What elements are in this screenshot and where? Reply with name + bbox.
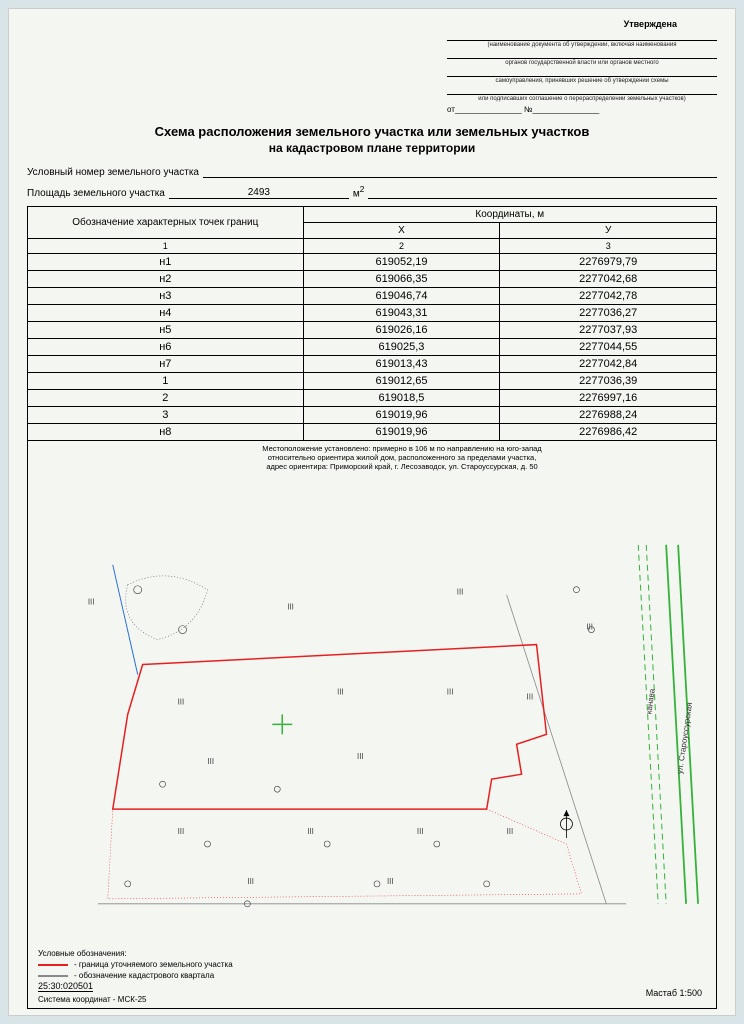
svg-text:III: III <box>447 688 454 697</box>
field-conditional-number: Условный номер земельного участка <box>27 166 717 178</box>
table-cell: 2276986,42 <box>500 424 717 441</box>
table-cell: н5 <box>28 322 304 339</box>
approval-cap4: или подписавших соглашение о перераспред… <box>447 96 717 102</box>
table-cell: 619066,35 <box>303 271 500 288</box>
legend-block: Условные обозначения: - граница уточняем… <box>38 949 233 980</box>
page-title: Схема расположения земельного участка ил… <box>27 124 717 139</box>
table-row: н8619019,962276986,42 <box>28 424 717 441</box>
table-cell: 2276997,16 <box>500 390 717 407</box>
approved-label: Утверждена <box>447 19 677 29</box>
svg-text:III: III <box>88 598 95 607</box>
svg-text:III: III <box>527 693 534 702</box>
table-row: 2619018,52276997,16 <box>28 390 717 407</box>
page-subtitle: на кадастровом плане территории <box>27 141 717 155</box>
table-cell: н1 <box>28 254 304 271</box>
table-cell: 619012,65 <box>303 373 500 390</box>
th-points: Обозначение характерных точек границ <box>28 207 304 239</box>
table-cell: 619018,5 <box>303 390 500 407</box>
th-coords: Координаты, м <box>303 207 716 223</box>
table-cell: н7 <box>28 356 304 373</box>
table-cell: н4 <box>28 305 304 322</box>
th-x: X <box>303 223 500 239</box>
compass-icon <box>560 810 572 838</box>
table-cell: 2277036,39 <box>500 373 717 390</box>
field-num-label: Условный номер земельного участка <box>27 167 199 178</box>
table-row: н1619052,192276979,79 <box>28 254 717 271</box>
svg-text:III: III <box>387 877 394 886</box>
table-cell: 2 <box>28 390 304 407</box>
table-cell: н3 <box>28 288 304 305</box>
area-unit: м2 <box>353 184 365 199</box>
approval-block: Утверждена (наименование документа об ут… <box>447 19 717 114</box>
th-sub3: 3 <box>500 239 717 254</box>
table-cell: н2 <box>28 271 304 288</box>
table-cell: 2277037,93 <box>500 322 717 339</box>
table-cell: 1 <box>28 373 304 390</box>
svg-text:III: III <box>178 698 185 707</box>
table-row: 1619012,652277036,39 <box>28 373 717 390</box>
table-cell: 2276988,24 <box>500 407 717 424</box>
legend-swatch-red <box>38 964 68 966</box>
approval-cap3: самоуправления, принявших решение об утв… <box>447 78 717 84</box>
approval-cap2: органов государственной власти или орган… <box>447 60 717 66</box>
th-sub2: 2 <box>303 239 500 254</box>
svg-text:III: III <box>307 827 314 836</box>
approval-cap1: (наименование документа об утверждении, … <box>447 42 717 48</box>
table-cell: 619046,74 <box>303 288 500 305</box>
map-svg: ул. Староуссурская канава <box>28 441 716 1008</box>
coordinates-table: Обозначение характерных точек границ Коо… <box>27 206 717 441</box>
table-cell: 619013,43 <box>303 356 500 373</box>
center-cross-icon <box>272 715 292 735</box>
table-cell: н6 <box>28 339 304 356</box>
table-cell: 619052,19 <box>303 254 500 271</box>
field-area-label: Площадь земельного участка <box>27 188 165 199</box>
legend-title: Условные обозначения: <box>38 949 233 958</box>
th-sub1: 1 <box>28 239 304 254</box>
svg-text:III: III <box>178 827 185 836</box>
street-label: ул. Староуссурская <box>675 702 694 775</box>
kanava-label: канава <box>644 688 657 715</box>
svg-text:III: III <box>247 877 254 886</box>
table-row: н3619046,742277042,78 <box>28 288 717 305</box>
table-cell: 2277042,84 <box>500 356 717 373</box>
table-row: н7619013,432277042,84 <box>28 356 717 373</box>
table-cell: 619025,3 <box>303 339 500 356</box>
table-cell: 2277036,27 <box>500 305 717 322</box>
svg-text:III: III <box>507 827 514 836</box>
scale-label: Мастаб 1:500 <box>646 988 702 998</box>
table-row: 3619019,962276988,24 <box>28 407 717 424</box>
tree-markers <box>125 586 595 907</box>
th-y: У <box>500 223 717 239</box>
plot-boundary <box>113 645 547 810</box>
table-row: н2619066,352277042,68 <box>28 271 717 288</box>
svg-text:III: III <box>357 753 364 762</box>
table-cell: 2276979,79 <box>500 254 717 271</box>
legend-red-label: - граница уточняемого земельного участка <box>74 960 233 969</box>
coord-system: Система координат - МСК-25 <box>38 995 146 1004</box>
svg-text:III: III <box>417 827 424 836</box>
table-cell: 619026,16 <box>303 322 500 339</box>
area-value: 2493 <box>169 187 349 199</box>
legend-swatch-gray <box>38 975 68 977</box>
table-cell: 619019,96 <box>303 407 500 424</box>
table-cell: 2277042,68 <box>500 271 717 288</box>
table-cell: 3 <box>28 407 304 424</box>
table-cell: 2277044,55 <box>500 339 717 356</box>
svg-text:III: III <box>337 688 344 697</box>
cadastral-number: 25:30:020501 <box>38 981 93 992</box>
table-cell: 619019,96 <box>303 424 500 441</box>
map-panel: Местоположение установлено: примерно в 1… <box>27 441 717 1009</box>
svg-text:III: III <box>457 588 464 597</box>
table-row: н4619043,312277036,27 <box>28 305 717 322</box>
legend-gray-label: - обозначение кадастрового квартала <box>74 971 214 980</box>
table-row: н6619025,32277044,55 <box>28 339 717 356</box>
svg-text:III: III <box>287 603 294 612</box>
field-area: Площадь земельного участка 2493 м2 <box>27 184 717 199</box>
table-cell: н8 <box>28 424 304 441</box>
table-row: н5619026,162277037,93 <box>28 322 717 339</box>
svg-text:III: III <box>207 758 214 767</box>
table-cell: 2277042,78 <box>500 288 717 305</box>
table-cell: 619043,31 <box>303 305 500 322</box>
approval-ot: от_______________ №_______________ <box>447 105 717 114</box>
